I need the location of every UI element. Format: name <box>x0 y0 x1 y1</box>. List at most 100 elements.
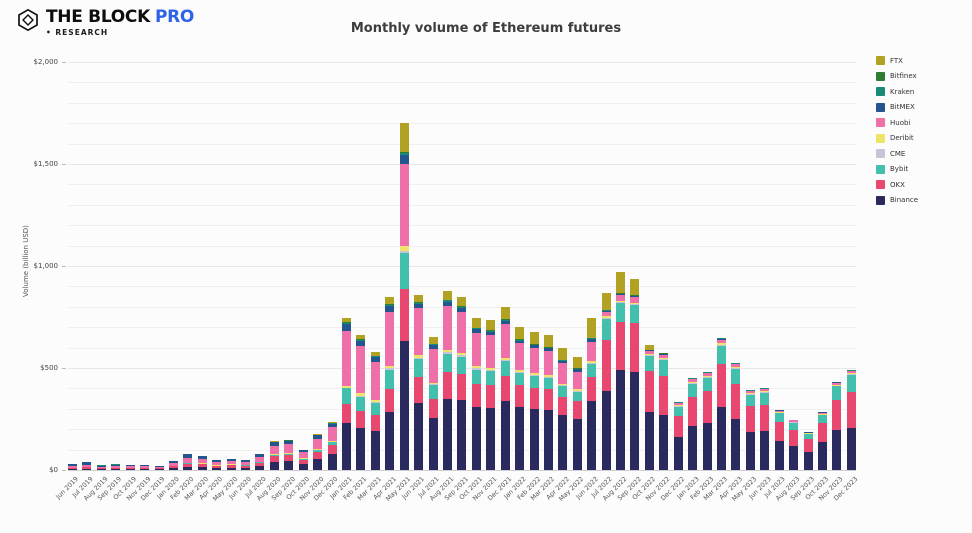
bar-segment-bitmex <box>716 338 726 340</box>
bar-segment-deribit <box>702 376 712 378</box>
bar-segment-okx <box>255 462 265 466</box>
bar-segment-ftx <box>471 318 481 328</box>
bar-segment-bitmex <box>154 466 164 467</box>
bar-segment-bitmex <box>140 465 150 467</box>
bar-segment-ftx <box>414 295 424 303</box>
bar-segment-okx <box>745 406 755 433</box>
bar-segment-bybit <box>284 453 294 456</box>
bar-segment-cme <box>587 362 597 364</box>
bar-segment-binance <box>745 432 755 470</box>
bar-aug-2022 <box>616 272 626 470</box>
bar-segment-bybit <box>515 372 525 386</box>
bar-segment-bybit <box>644 356 654 372</box>
legend-swatch-cme <box>876 149 885 158</box>
bar-segment-kraken <box>543 347 553 349</box>
bar-segment-deribit <box>630 302 640 305</box>
bar-segment-bitmex <box>168 460 178 463</box>
gridline <box>68 82 856 84</box>
bar-segment-bitmex <box>428 345 438 349</box>
bar-nov-2022 <box>659 353 669 470</box>
bar-segment-binance <box>414 402 424 470</box>
bar-segment-okx <box>471 384 481 407</box>
bar-segment-bitmex <box>313 435 323 439</box>
bar-segment-ftx <box>529 332 539 345</box>
bar-segment-okx <box>817 423 827 443</box>
bar-segment-bitmex <box>414 304 424 309</box>
bar-segment-bybit <box>716 345 726 364</box>
bar-segment-bybit <box>731 369 741 385</box>
bar-segment-huobi <box>832 382 842 385</box>
legend-item-binance: Binance <box>876 195 919 205</box>
bar-segment-cme <box>659 359 669 361</box>
bar-segment-cme <box>356 395 366 397</box>
brand-text: THE BLOCK PRO <box>46 7 194 27</box>
bar-segment-binance <box>601 391 611 470</box>
bar-segment-deribit <box>558 383 568 386</box>
bar-segment-kraken <box>414 302 424 304</box>
bar-segment-deribit <box>428 382 438 385</box>
bar-segment-huobi <box>96 466 106 469</box>
bar-jan-2020 <box>168 460 178 470</box>
bar-segment-kraken <box>370 356 380 358</box>
bar-segment-okx <box>572 401 582 419</box>
bar-segment-deribit <box>572 389 582 391</box>
bar-segment-cme <box>471 368 481 370</box>
bar-mar-2020 <box>197 455 207 470</box>
bar-segment-ftx <box>630 279 640 296</box>
bar-segment-huobi <box>197 458 207 464</box>
bar-segment-okx <box>731 384 741 419</box>
bar-segment-huobi <box>601 311 611 317</box>
bar-segment-bitfinex <box>457 306 467 307</box>
bar-segment-binance <box>789 445 799 470</box>
bar-segment-deribit <box>269 454 279 456</box>
bar-segment-bybit <box>529 375 539 389</box>
bar-segment-binance <box>96 469 106 470</box>
bar-segment-binance <box>255 465 265 470</box>
bar-segment-huobi <box>760 389 770 392</box>
bar-segment-kraken <box>471 328 481 330</box>
bar-segment-ftx <box>558 348 568 360</box>
legend-label: Huobi <box>890 118 911 127</box>
legend-item-cme: CME <box>876 149 918 158</box>
bar-segment-okx <box>803 439 813 452</box>
legend-label: Binance <box>890 196 919 204</box>
bar-segment-deribit <box>745 393 755 395</box>
bar-segment-binance <box>659 414 669 470</box>
bar-nov-2023 <box>832 382 842 470</box>
bar-segment-bybit <box>659 360 669 377</box>
bar-segment-cme <box>673 406 683 407</box>
bar-segment-bybit <box>255 462 265 463</box>
bar-jul-2021 <box>428 337 438 470</box>
bar-segment-deribit <box>385 365 395 369</box>
bar-segment-bitmex <box>125 464 135 467</box>
bar-segment-deribit <box>471 366 481 369</box>
y-tick-mark <box>62 470 66 471</box>
bar-segment-okx <box>774 421 784 442</box>
bar-segment-okx <box>356 410 366 429</box>
bar-jun-2020 <box>241 459 251 470</box>
bar-segment-bitmex <box>731 363 741 365</box>
gridline <box>68 164 856 165</box>
bar-segment-binance <box>370 431 380 470</box>
bar-segment-binance <box>82 469 92 470</box>
bar-mar-2023 <box>716 338 726 470</box>
bar-segment-okx <box>212 465 222 468</box>
bar-segment-bybit <box>774 413 784 422</box>
legend-item-bitfinex: Bitfinex <box>876 71 918 81</box>
bar-oct-2022 <box>644 345 654 470</box>
y-tick-mark <box>62 164 66 165</box>
bar-segment-huobi <box>471 332 481 367</box>
bar-mar-2021 <box>370 351 380 470</box>
bar-segment-deribit <box>442 349 452 353</box>
legend-swatch-bitfinex <box>876 71 885 81</box>
bar-segment-kraken <box>558 360 568 361</box>
bar-segment-bitmex <box>543 348 553 351</box>
bar-segment-bybit <box>803 434 813 440</box>
bar-sep-2022 <box>630 279 640 470</box>
bar-segment-binance <box>442 398 452 470</box>
bar-apr-2023 <box>731 363 741 470</box>
bar-segment-cme <box>846 374 856 376</box>
bar-segment-binance <box>644 412 654 470</box>
plot-area <box>68 62 856 470</box>
bar-nov-2019 <box>140 465 150 470</box>
